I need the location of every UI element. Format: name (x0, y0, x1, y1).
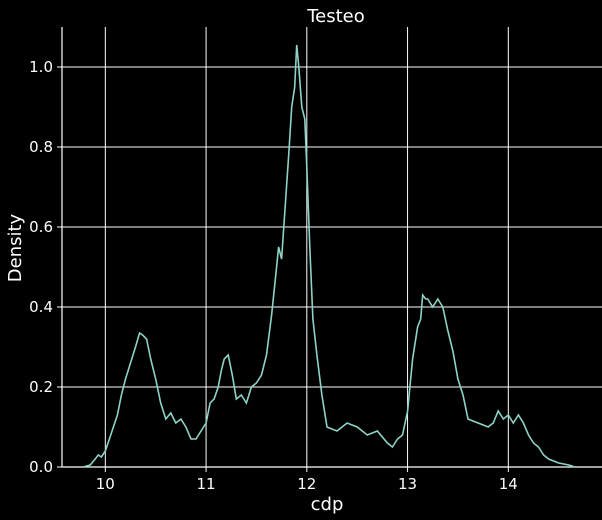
x-tick-label: 14 (499, 475, 518, 493)
x-tick-label: 12 (297, 475, 316, 493)
y-tick-label: 0.6 (29, 218, 53, 236)
y-axis-title: Density (5, 213, 26, 282)
x-tick-label: 10 (96, 475, 115, 493)
y-tick-label: 0.2 (29, 378, 53, 396)
y-tick-label: 0.8 (29, 138, 53, 156)
y-tick-label: 1.0 (29, 58, 53, 76)
x-tick-label: 13 (398, 475, 417, 493)
y-tick-label: 0.0 (29, 458, 53, 476)
x-tick-label: 11 (197, 475, 216, 493)
chart-title: Testeo (306, 6, 365, 27)
grid-lines (62, 27, 602, 468)
y-axis-ticks: 0.0 0.2 0.4 0.6 0.8 1.0 (29, 58, 62, 476)
density-line (82, 44, 576, 468)
y-tick-label: 0.4 (29, 298, 53, 316)
x-axis-ticks: 10 11 12 13 14 (96, 467, 518, 493)
axes (61, 27, 602, 468)
x-axis-title: cdp (311, 494, 344, 515)
